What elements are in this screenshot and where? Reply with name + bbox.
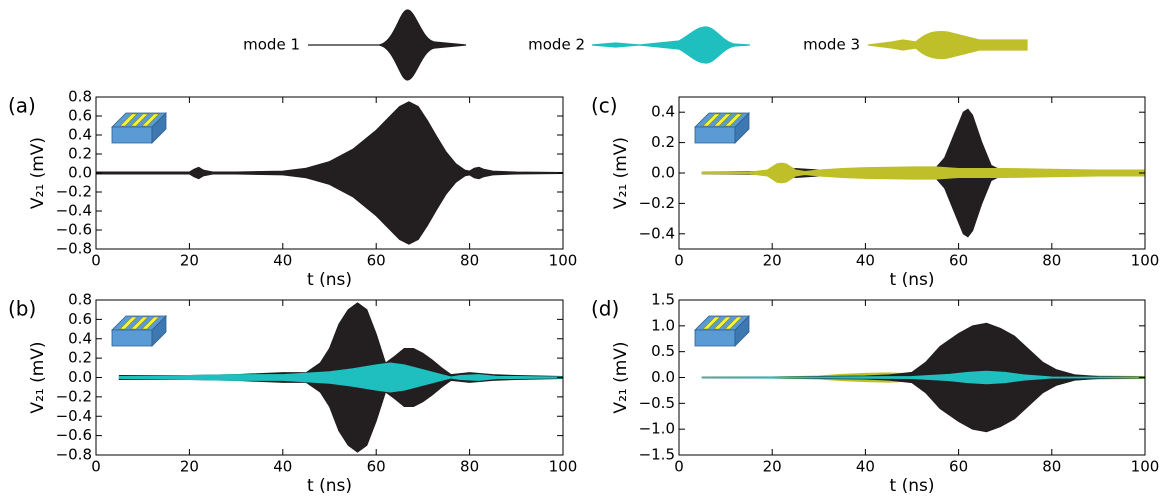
y-axis-label: V₂₁ (mV) (28, 341, 48, 413)
y-tick-label: 0.0 (68, 164, 92, 182)
legend-label: mode 2 (528, 36, 585, 54)
envelope-area (702, 163, 1145, 183)
y-tick-label: −0.4 (56, 202, 92, 220)
x-tick-label: 0 (674, 252, 684, 270)
y-tick-label: −1.0 (639, 420, 675, 438)
legend-label: mode 1 (243, 36, 300, 54)
y-tick-label: 1.5 (651, 291, 675, 309)
legend-glyph (592, 27, 750, 63)
x-tick-label: 100 (1131, 458, 1160, 476)
y-tick-label: −0.8 (56, 240, 92, 258)
y-tick-label: −0.5 (639, 394, 675, 412)
icon-front (112, 330, 152, 346)
x-tick-label: 100 (1131, 252, 1160, 270)
y-tick-label: 0.0 (651, 368, 675, 386)
y-tick-label: 0.4 (68, 126, 92, 144)
device-icon (695, 113, 749, 143)
y-tick-label: −1.5 (639, 446, 675, 464)
y-tick-label: 0.0 (68, 368, 92, 386)
device-icon (695, 316, 749, 346)
x-tick-label: 100 (549, 252, 578, 270)
icon-front (112, 127, 152, 143)
y-tick-label: −0.4 (639, 224, 675, 242)
y-tick-label: −0.8 (56, 446, 92, 464)
x-tick-label: 80 (460, 252, 479, 270)
y-tick-label: 0.2 (651, 133, 675, 151)
y-tick-label: 1.0 (651, 316, 675, 334)
x-tick-label: 80 (460, 458, 479, 476)
figure: mode 1mode 2mode 3020406080100−0.8−0.6−0… (0, 0, 1166, 497)
y-tick-label: −0.2 (56, 387, 92, 405)
x-tick-label: 20 (763, 458, 782, 476)
y-tick-label: 0.6 (68, 107, 92, 125)
y-tick-label: 0.8 (68, 291, 92, 309)
y-axis-label: V₂₁ (mV) (611, 341, 631, 413)
y-tick-label: 0.6 (68, 310, 92, 328)
y-tick-label: −0.6 (56, 221, 92, 239)
x-axis-label: t (ns) (307, 476, 352, 496)
x-axis-label: t (ns) (307, 270, 352, 290)
x-tick-label: 80 (1042, 252, 1061, 270)
x-tick-label: 20 (180, 252, 199, 270)
legend-glyph (868, 32, 1027, 59)
y-tick-label: −0.2 (56, 183, 92, 201)
y-tick-label: 0.4 (68, 329, 92, 347)
legend-label: mode 3 (803, 36, 860, 54)
y-axis-label: V₂₁ (mV) (611, 137, 631, 209)
icon-front (695, 330, 735, 346)
y-tick-label: 0.4 (651, 103, 675, 121)
device-icon (112, 113, 166, 143)
legend-glyph (308, 10, 466, 80)
y-tick-label: 0.0 (651, 164, 675, 182)
device-icon (112, 316, 166, 346)
y-tick-label: 0.2 (68, 349, 92, 367)
x-tick-label: 0 (91, 458, 101, 476)
icon-front (695, 127, 735, 143)
y-tick-label: 0.5 (651, 342, 675, 360)
y-tick-label: −0.4 (56, 407, 92, 425)
x-tick-label: 20 (180, 458, 199, 476)
y-tick-label: 0.2 (68, 145, 92, 163)
x-tick-label: 40 (856, 458, 875, 476)
panel-label: (d) (591, 297, 619, 321)
x-tick-label: 0 (674, 458, 684, 476)
y-axis-label: V₂₁ (mV) (28, 137, 48, 209)
x-tick-label: 80 (1042, 458, 1061, 476)
x-tick-label: 20 (763, 252, 782, 270)
y-tick-label: −0.6 (56, 426, 92, 444)
x-tick-label: 60 (949, 458, 968, 476)
x-tick-label: 60 (949, 252, 968, 270)
y-tick-label: 0.8 (68, 88, 92, 106)
y-tick-label: −0.2 (639, 194, 675, 212)
panel-label: (a) (8, 94, 36, 118)
x-tick-label: 60 (367, 458, 386, 476)
x-axis-label: t (ns) (890, 270, 935, 290)
x-axis-label: t (ns) (890, 476, 935, 496)
x-tick-label: 100 (549, 458, 578, 476)
x-tick-label: 40 (273, 252, 292, 270)
x-tick-label: 60 (367, 252, 386, 270)
x-tick-label: 40 (856, 252, 875, 270)
x-tick-label: 0 (91, 252, 101, 270)
x-tick-label: 40 (273, 458, 292, 476)
panel-label: (b) (8, 297, 36, 321)
panel-label: (c) (591, 94, 618, 118)
